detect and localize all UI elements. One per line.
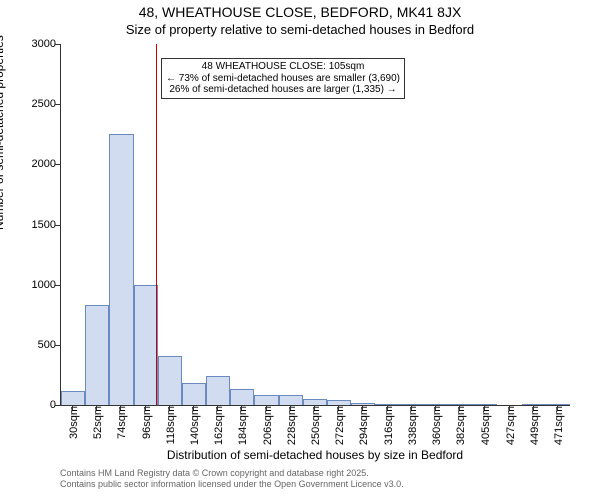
x-tick-label: 360sqm <box>431 406 443 450</box>
histogram-bar <box>134 285 158 405</box>
annotation-line: 26% of semi-detached houses are larger (… <box>166 84 400 96</box>
x-axis-label: Distribution of semi-detached houses by … <box>60 448 570 462</box>
x-tick-mark <box>169 405 170 410</box>
histogram-bar <box>279 395 303 405</box>
x-tick-mark <box>459 405 460 410</box>
x-tick-label: 118sqm <box>165 406 177 450</box>
footer-line-1: Contains HM Land Registry data © Crown c… <box>60 468 570 479</box>
x-tick-label: 471sqm <box>553 406 565 450</box>
x-tick-mark <box>338 405 339 410</box>
x-tick-label: 250sqm <box>310 406 322 450</box>
footer-line-2: Contains public sector information licen… <box>60 479 570 490</box>
x-tick-label: 140sqm <box>189 406 201 450</box>
x-tick-mark <box>241 405 242 410</box>
y-tick-mark <box>55 345 60 346</box>
x-tick-mark <box>435 405 436 410</box>
x-tick-label: 162sqm <box>213 406 225 450</box>
y-tick-mark <box>55 285 60 286</box>
x-tick-mark <box>217 405 218 410</box>
y-tick-label: 2000 <box>16 158 56 170</box>
y-axis-label: Number of semi-detached properties <box>0 35 6 230</box>
x-tick-label: 30sqm <box>68 406 80 450</box>
chart-title: 48, WHEATHOUSE CLOSE, BEDFORD, MK41 8JX <box>0 4 600 20</box>
x-tick-label: 74sqm <box>116 406 128 450</box>
y-tick-mark <box>55 164 60 165</box>
x-tick-label: 405sqm <box>480 406 492 450</box>
histogram-bar <box>61 391 85 405</box>
x-tick-label: 228sqm <box>286 406 298 450</box>
x-tick-mark <box>362 405 363 410</box>
x-tick-mark <box>411 405 412 410</box>
histogram-bar <box>182 383 206 405</box>
y-tick-label: 3000 <box>16 38 56 50</box>
x-tick-mark <box>120 405 121 410</box>
x-tick-label: 294sqm <box>358 406 370 450</box>
y-tick-label: 2500 <box>16 98 56 110</box>
x-tick-label: 184sqm <box>237 406 249 450</box>
x-tick-label: 272sqm <box>334 406 346 450</box>
x-tick-mark <box>290 405 291 410</box>
y-tick-mark <box>55 405 60 406</box>
x-tick-mark <box>266 405 267 410</box>
x-tick-mark <box>72 405 73 410</box>
y-tick-label: 500 <box>16 339 56 351</box>
x-tick-mark <box>533 405 534 410</box>
histogram-bar <box>230 389 254 405</box>
y-tick-label: 0 <box>16 399 56 411</box>
histogram-bar <box>158 356 182 405</box>
histogram-bar <box>109 134 133 405</box>
plot-area: 48 WHEATHOUSE CLOSE: 105sqm← 73% of semi… <box>60 44 570 406</box>
x-tick-label: 316sqm <box>383 406 395 450</box>
x-tick-mark <box>484 405 485 410</box>
x-tick-mark <box>96 405 97 410</box>
y-tick-mark <box>55 104 60 105</box>
x-tick-mark <box>193 405 194 410</box>
histogram-bar <box>85 305 109 405</box>
x-tick-label: 427sqm <box>505 406 517 450</box>
y-tick-mark <box>55 225 60 226</box>
x-tick-label: 96sqm <box>141 406 153 450</box>
x-tick-mark <box>557 405 558 410</box>
chart-container: 48, WHEATHOUSE CLOSE, BEDFORD, MK41 8JX … <box>0 0 600 500</box>
x-tick-mark <box>145 405 146 410</box>
histogram-bar <box>206 376 230 405</box>
marker-line <box>156 44 157 405</box>
x-tick-label: 449sqm <box>529 406 541 450</box>
x-tick-label: 206sqm <box>262 406 274 450</box>
footer-attribution: Contains HM Land Registry data © Crown c… <box>60 468 570 490</box>
histogram-bar <box>254 395 278 405</box>
chart-subtitle: Size of property relative to semi-detach… <box>0 22 600 37</box>
y-tick-label: 1000 <box>16 279 56 291</box>
y-tick-mark <box>55 44 60 45</box>
y-tick-label: 1500 <box>16 219 56 231</box>
annotation-line: ← 73% of semi-detached houses are smalle… <box>166 73 400 85</box>
x-tick-label: 338sqm <box>407 406 419 450</box>
x-tick-label: 52sqm <box>92 406 104 450</box>
x-tick-mark <box>387 405 388 410</box>
x-tick-label: 382sqm <box>455 406 467 450</box>
annotation-line: 48 WHEATHOUSE CLOSE: 105sqm <box>166 61 400 73</box>
x-tick-mark <box>314 405 315 410</box>
annotation-box: 48 WHEATHOUSE CLOSE: 105sqm← 73% of semi… <box>161 58 405 99</box>
x-tick-mark <box>509 405 510 410</box>
